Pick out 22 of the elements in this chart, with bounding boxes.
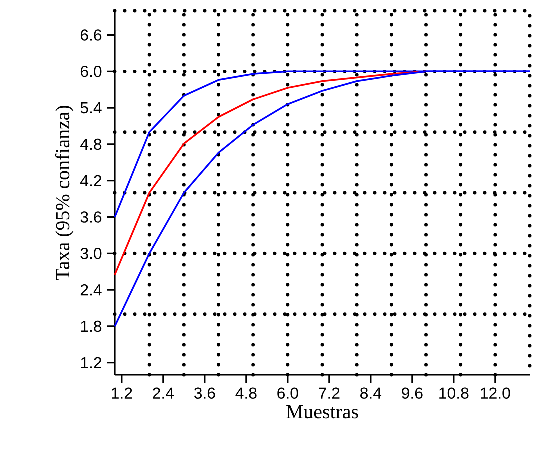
x-tick-label: 2.4	[153, 388, 174, 399]
y-tick-label: 1.8	[81, 320, 102, 332]
y-tick-label: 6.0	[80, 66, 102, 78]
y-tick-label: 2.4	[80, 284, 102, 296]
x-tick-label: 12.0	[481, 388, 510, 399]
y-tick-label: 5.4	[80, 102, 102, 114]
x-tick-label: 3.6	[194, 388, 216, 399]
x-axis-title: Muestras	[286, 405, 358, 419]
x-tick-label: 4.8	[236, 388, 257, 399]
y-tick-label: 4.2	[80, 175, 102, 186]
y-axis-title: Taxa (95% confianza)	[55, 106, 74, 280]
x-tick-label: 7.2	[319, 388, 340, 399]
y-tick-label: 4.8	[80, 138, 102, 150]
x-tick-label: 10.8	[440, 388, 469, 399]
x-tick-label: 1.2	[112, 388, 132, 399]
y-tick-label: 3.0	[80, 248, 102, 260]
y-tick-label: 3.6	[80, 212, 102, 223]
x-tick-label: 8.4	[360, 388, 382, 399]
y-tick-label: 6.6	[80, 30, 102, 41]
x-tick-label: 6.0	[278, 388, 298, 399]
y-tick-label: 1.2	[81, 357, 102, 368]
x-tick-label: 9.6	[402, 388, 423, 399]
